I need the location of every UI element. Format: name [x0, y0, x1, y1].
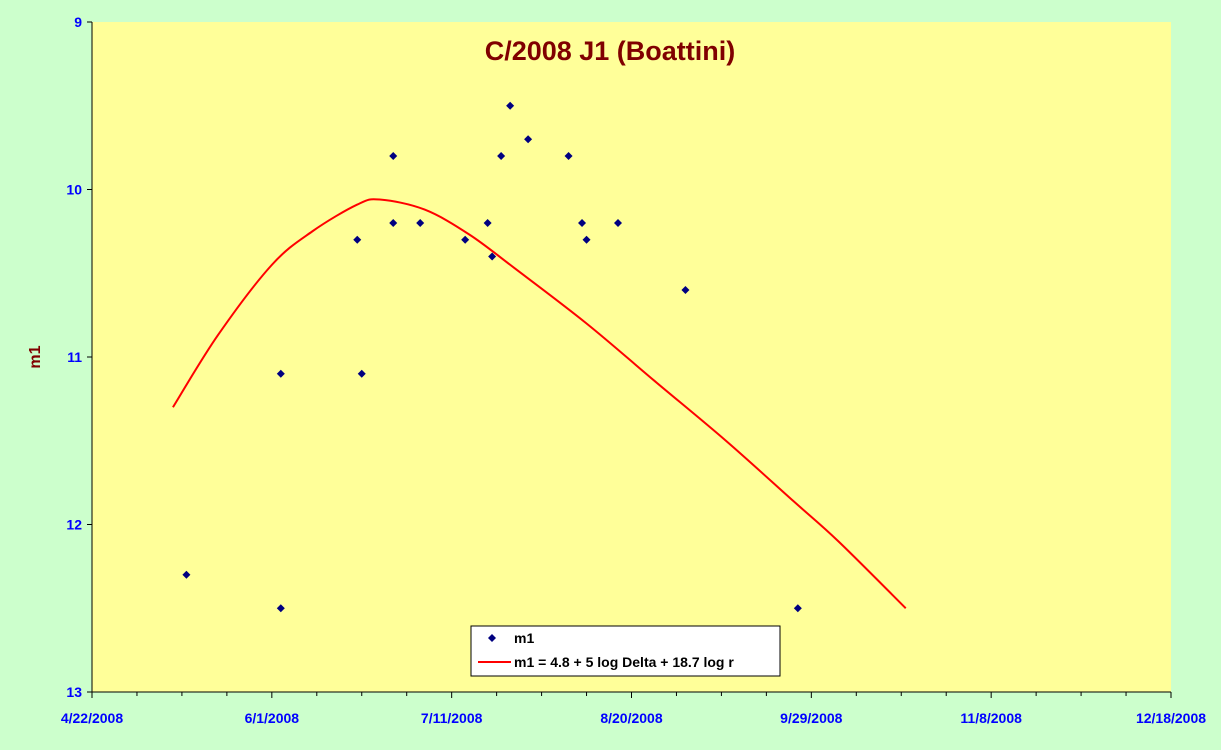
fit-curve	[172, 198, 907, 609]
y-tick-label: 10	[66, 182, 82, 198]
y-tick-label: 13	[66, 684, 82, 700]
data-point	[582, 235, 591, 244]
chart-title: C/2008 J1 (Boattini)	[485, 36, 736, 66]
data-point	[389, 152, 398, 160]
legend-label-fit: m1 = 4.8 + 5 log Delta + 18.7 log r	[514, 654, 734, 670]
data-point	[483, 219, 492, 227]
x-tick-label: 11/8/2008	[960, 710, 1022, 726]
data-point	[793, 604, 802, 613]
data-point	[524, 135, 533, 144]
data-point	[389, 219, 398, 227]
data-point	[614, 219, 623, 227]
x-tick-label: 8/20/2008	[600, 710, 662, 726]
data-point	[578, 219, 587, 227]
x-tick-label: 6/1/2008	[245, 710, 300, 726]
data-point	[564, 152, 573, 160]
y-tick-label: 12	[66, 517, 82, 533]
x-tick-label: 9/29/2008	[780, 710, 842, 726]
data-point	[276, 369, 285, 378]
data-point	[488, 252, 497, 261]
data-point	[276, 604, 285, 613]
data-point	[182, 570, 191, 579]
axes-layer: 9 10 11 12 13 4/22/2008 6/1/2008 7/11/2008 8/20/…	[61, 14, 1206, 726]
legend-box	[470, 625, 781, 677]
legend: m1 m1 = 4.8 + 5 log Delta + 18.7 log r	[470, 625, 781, 677]
data-point	[416, 219, 425, 227]
y-axis-label: m1	[27, 345, 44, 368]
data-point	[353, 235, 362, 244]
data-point	[681, 286, 690, 294]
data-point	[357, 369, 366, 378]
y-tick-label: 9	[74, 14, 82, 30]
data-point	[461, 235, 470, 244]
legend-label-m1: m1	[514, 630, 534, 646]
x-tick-label: 4/22/2008	[61, 710, 123, 726]
plot-layer	[172, 101, 907, 613]
data-point	[497, 152, 506, 160]
plot-area	[92, 22, 1171, 692]
x-tick-label: 7/11/2008	[421, 710, 483, 726]
data-point	[506, 101, 515, 110]
y-tick-label: 11	[67, 349, 82, 365]
legend-marker-m1	[488, 634, 496, 642]
x-tick-label: 12/18/2008	[1136, 710, 1206, 726]
